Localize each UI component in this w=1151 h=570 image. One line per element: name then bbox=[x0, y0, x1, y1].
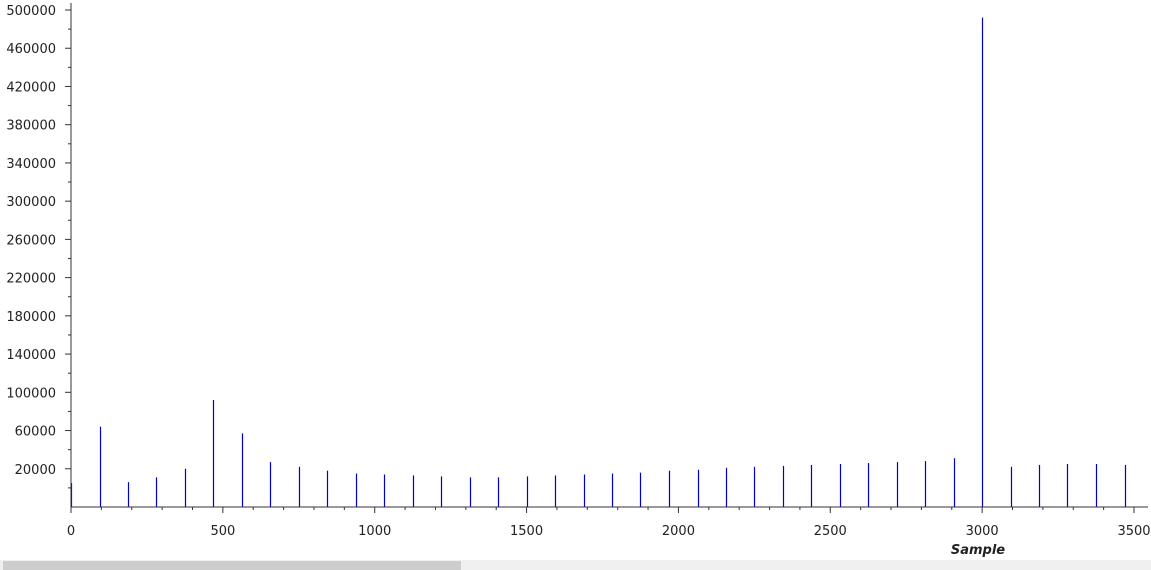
bars-group bbox=[70, 17, 1127, 507]
x-tick-label: 1000 bbox=[358, 524, 391, 539]
y-tick-label: 220000 bbox=[6, 272, 56, 287]
y-axis: 20000 60000 100000 140000 180000 220000 260000… bbox=[6, 3, 72, 507]
y-tick-label: 420000 bbox=[6, 80, 56, 95]
horizontal-scrollbar[interactable] bbox=[0, 560, 1151, 570]
y-tick-label: 100000 bbox=[6, 386, 56, 401]
y-tick-label: 460000 bbox=[6, 42, 56, 57]
y-tick-label: 20000 bbox=[15, 463, 56, 478]
y-tick-label: 380000 bbox=[6, 119, 56, 134]
y-tick-label: 180000 bbox=[6, 310, 56, 325]
x-tick-label: 500 bbox=[210, 524, 235, 539]
x-tick-label: 2000 bbox=[662, 524, 695, 539]
y-tick-label: 340000 bbox=[6, 157, 56, 172]
x-axis: 0 500 1000 1500 2000 2500 3000 3500 bbox=[67, 506, 1151, 539]
x-tick-label: 0 bbox=[67, 524, 75, 539]
x-tick-label: 2500 bbox=[814, 524, 847, 539]
y-tick-label: 500000 bbox=[6, 4, 56, 19]
y-tick-label: 140000 bbox=[6, 348, 56, 363]
scrollbar-thumb[interactable] bbox=[3, 561, 461, 570]
x-tick-label: 1500 bbox=[510, 524, 543, 539]
y-tick-label: 260000 bbox=[6, 233, 56, 248]
y-tick-label: 300000 bbox=[6, 195, 56, 210]
x-tick-label: 3000 bbox=[966, 524, 999, 539]
x-axis-title: Sample bbox=[951, 543, 1005, 558]
x-tick-label: 3500 bbox=[1117, 524, 1150, 539]
y-tick-label: 60000 bbox=[15, 425, 56, 440]
